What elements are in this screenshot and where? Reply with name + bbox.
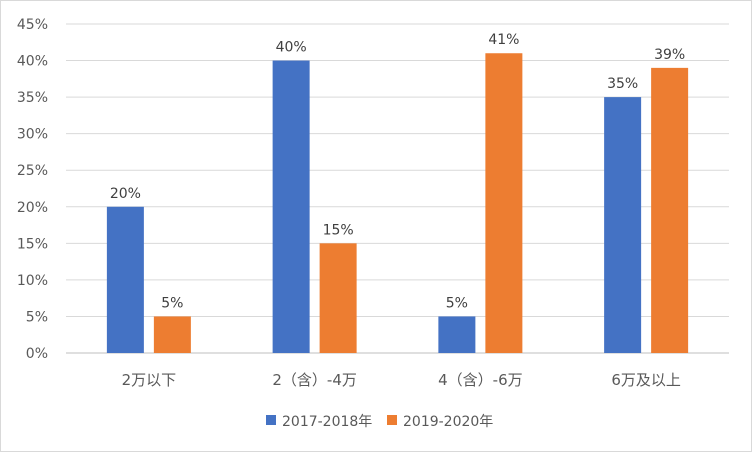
bar: [651, 67, 689, 353]
y-tick-label: 40%: [17, 54, 48, 70]
bar: [319, 243, 357, 353]
legend-label: 2017-2018年: [282, 414, 372, 430]
bars: [106, 53, 689, 354]
data-labels: 20% 5% 40% 15% 5% 41% 35% 39%: [110, 32, 685, 311]
bar: [438, 316, 476, 353]
data-label: 41%: [488, 32, 519, 48]
data-label: 15%: [323, 222, 354, 238]
legend: 2017-2018年 2019-2020年: [266, 414, 493, 430]
bar: [485, 53, 523, 353]
y-tick-label: 30%: [17, 127, 48, 143]
data-label: 35%: [607, 76, 638, 92]
bar: [106, 206, 144, 353]
legend-swatch: [266, 415, 276, 425]
legend-swatch: [387, 415, 397, 425]
data-label: 39%: [654, 47, 685, 63]
legend-label: 2019-2020年: [403, 414, 493, 430]
y-tick-label: 20%: [17, 200, 48, 216]
data-label: 40%: [276, 40, 307, 56]
y-tick-label: 45%: [17, 17, 48, 33]
x-category-label: 6万及以上: [611, 371, 681, 389]
x-category-label: 2（含）-4万: [272, 371, 357, 389]
y-tick-label: 15%: [17, 236, 48, 252]
y-tick-label: 0%: [26, 346, 48, 362]
y-tick-label: 5%: [26, 309, 48, 325]
y-tick-label: 10%: [17, 273, 48, 289]
y-tick-label: 25%: [17, 163, 48, 179]
x-category-label: 4（含）-6万: [438, 371, 523, 389]
data-label: 5%: [161, 295, 183, 311]
y-axis-ticks: 0% 5% 10% 15% 20% 25% 30% 35% 40% 45%: [17, 17, 48, 362]
bar: [604, 97, 642, 353]
y-tick-label: 35%: [17, 90, 48, 106]
bar: [272, 60, 310, 354]
x-axis-categories: 2万以下 2（含）-4万 4（含）-6万 6万及以上: [122, 371, 681, 389]
bar: [153, 316, 191, 353]
data-label: 20%: [110, 186, 141, 202]
data-label: 5%: [446, 295, 468, 311]
x-category-label: 2万以下: [122, 371, 177, 389]
